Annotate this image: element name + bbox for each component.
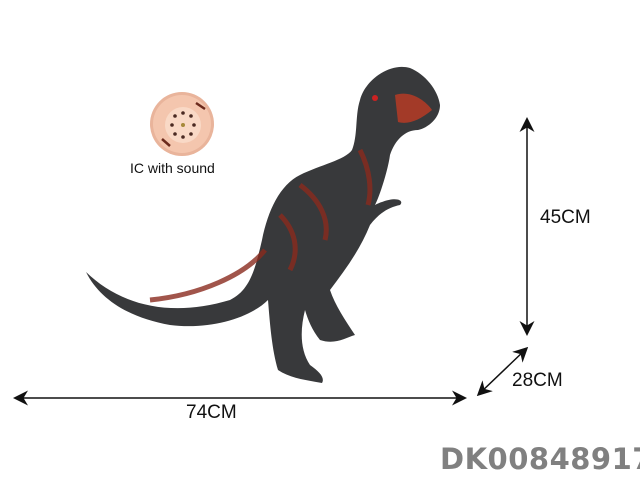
sound-module-label: IC with sound bbox=[130, 160, 215, 176]
dinosaur-toy-image bbox=[86, 66, 440, 383]
length-label: 74CM bbox=[186, 402, 237, 423]
depth-arrow bbox=[476, 346, 529, 397]
sound-module-image bbox=[150, 92, 214, 156]
item-code: DK00848917 bbox=[440, 442, 640, 476]
depth-label: 28CM bbox=[512, 370, 563, 391]
height-label: 45CM bbox=[540, 207, 591, 228]
